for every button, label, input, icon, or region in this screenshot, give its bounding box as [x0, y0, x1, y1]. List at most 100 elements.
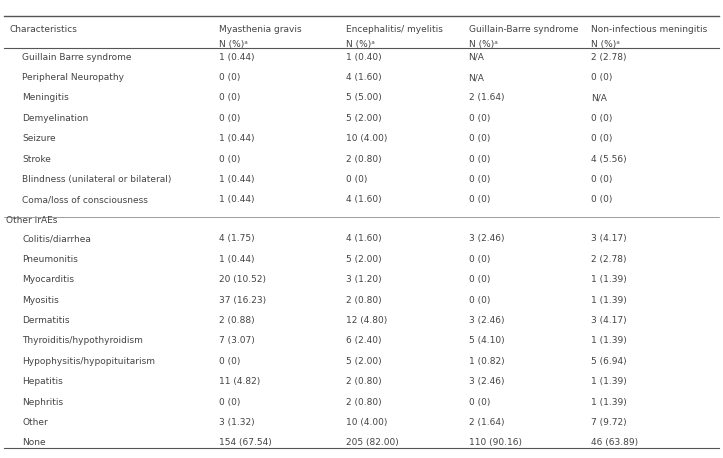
Text: 3 (2.46): 3 (2.46): [469, 316, 504, 325]
Text: N/A: N/A: [469, 53, 484, 62]
Text: 2 (0.88): 2 (0.88): [219, 316, 254, 325]
Text: 5 (5.00): 5 (5.00): [346, 93, 381, 103]
Text: 37 (16.23): 37 (16.23): [219, 295, 266, 305]
Text: Guillain Barre syndrome: Guillain Barre syndrome: [22, 53, 132, 62]
Text: N/A: N/A: [469, 73, 484, 82]
Text: Myasthenia gravis: Myasthenia gravis: [219, 25, 301, 34]
Text: 5 (2.00): 5 (2.00): [346, 114, 381, 123]
Text: 12 (4.80): 12 (4.80): [346, 316, 387, 325]
Text: Peripheral Neuropathy: Peripheral Neuropathy: [22, 73, 124, 82]
Text: 0 (0): 0 (0): [219, 93, 241, 103]
Text: 3 (2.46): 3 (2.46): [469, 234, 504, 244]
Text: 1 (0.40): 1 (0.40): [346, 53, 381, 62]
Text: 4 (5.56): 4 (5.56): [591, 154, 627, 164]
Text: 46 (63.89): 46 (63.89): [591, 438, 638, 447]
Text: 1 (0.44): 1 (0.44): [219, 134, 254, 143]
Text: Seizure: Seizure: [22, 134, 56, 143]
Text: 4 (1.60): 4 (1.60): [346, 234, 381, 244]
Text: 4 (1.60): 4 (1.60): [346, 195, 381, 204]
Text: 1 (1.39): 1 (1.39): [591, 295, 627, 305]
Text: Stroke: Stroke: [22, 154, 51, 164]
Text: Hypophysitis/hypopituitarism: Hypophysitis/hypopituitarism: [22, 357, 155, 366]
Text: Other: Other: [22, 418, 48, 427]
Text: Coma/loss of consciousness: Coma/loss of consciousness: [22, 195, 148, 204]
Text: Thyroiditis/hypothyroidism: Thyroiditis/hypothyroidism: [22, 336, 143, 345]
Text: Other irAEs: Other irAEs: [6, 216, 57, 225]
Text: N (%)ᵃ: N (%)ᵃ: [591, 40, 620, 49]
Text: 110 (90.16): 110 (90.16): [469, 438, 521, 447]
Text: 1 (1.39): 1 (1.39): [591, 336, 627, 345]
Text: 4 (1.75): 4 (1.75): [219, 234, 254, 244]
Text: 2 (0.80): 2 (0.80): [346, 295, 381, 305]
Text: Dermatitis: Dermatitis: [22, 316, 70, 325]
Text: 0 (0): 0 (0): [469, 255, 490, 264]
Text: 3 (2.46): 3 (2.46): [469, 377, 504, 386]
Text: 0 (0): 0 (0): [469, 134, 490, 143]
Text: 0 (0): 0 (0): [591, 114, 613, 123]
Text: 0 (0): 0 (0): [591, 73, 613, 82]
Text: 1 (0.44): 1 (0.44): [219, 175, 254, 184]
Text: 0 (0): 0 (0): [469, 195, 490, 204]
Text: 0 (0): 0 (0): [469, 398, 490, 407]
Text: None: None: [22, 438, 46, 447]
Text: N (%)ᵃ: N (%)ᵃ: [346, 40, 375, 49]
Text: Non-infectious meningitis: Non-infectious meningitis: [591, 25, 708, 34]
Text: Colitis/diarrhea: Colitis/diarrhea: [22, 234, 91, 244]
Text: 0 (0): 0 (0): [591, 175, 613, 184]
Text: 2 (0.80): 2 (0.80): [346, 154, 381, 164]
Text: 2 (0.80): 2 (0.80): [346, 377, 381, 386]
Text: Meningitis: Meningitis: [22, 93, 69, 103]
Text: 7 (3.07): 7 (3.07): [219, 336, 254, 345]
Text: N (%)ᵃ: N (%)ᵃ: [469, 40, 497, 49]
Text: 0 (0): 0 (0): [469, 175, 490, 184]
Text: 10 (4.00): 10 (4.00): [346, 134, 387, 143]
Text: Characteristics: Characteristics: [9, 25, 77, 34]
Text: 1 (0.44): 1 (0.44): [219, 195, 254, 204]
Text: 2 (2.78): 2 (2.78): [591, 53, 627, 62]
Text: 0 (0): 0 (0): [219, 73, 241, 82]
Text: 154 (67.54): 154 (67.54): [219, 438, 272, 447]
Text: 0 (0): 0 (0): [346, 175, 367, 184]
Text: 1 (0.82): 1 (0.82): [469, 357, 504, 366]
Text: Nephritis: Nephritis: [22, 398, 64, 407]
Text: 2 (1.64): 2 (1.64): [469, 418, 504, 427]
Text: 5 (2.00): 5 (2.00): [346, 255, 381, 264]
Text: 6 (2.40): 6 (2.40): [346, 336, 381, 345]
Text: 3 (4.17): 3 (4.17): [591, 316, 627, 325]
Text: 1 (1.39): 1 (1.39): [591, 275, 627, 284]
Text: Encephalitis/ myelitis: Encephalitis/ myelitis: [346, 25, 442, 34]
Text: 5 (6.94): 5 (6.94): [591, 357, 627, 366]
Text: 0 (0): 0 (0): [591, 195, 613, 204]
Text: 0 (0): 0 (0): [469, 295, 490, 305]
Text: 3 (4.17): 3 (4.17): [591, 234, 627, 244]
Text: 0 (0): 0 (0): [219, 398, 241, 407]
Text: Myocarditis: Myocarditis: [22, 275, 74, 284]
Text: 2 (2.78): 2 (2.78): [591, 255, 627, 264]
Text: 2 (0.80): 2 (0.80): [346, 398, 381, 407]
Text: 205 (82.00): 205 (82.00): [346, 438, 398, 447]
Text: 0 (0): 0 (0): [591, 134, 613, 143]
Text: 0 (0): 0 (0): [469, 275, 490, 284]
Text: Blindness (unilateral or bilateral): Blindness (unilateral or bilateral): [22, 175, 172, 184]
Text: Myositis: Myositis: [22, 295, 59, 305]
Text: 0 (0): 0 (0): [219, 154, 241, 164]
Text: 0 (0): 0 (0): [469, 114, 490, 123]
Text: 4 (1.60): 4 (1.60): [346, 73, 381, 82]
Text: 0 (0): 0 (0): [219, 357, 241, 366]
Text: 1 (1.39): 1 (1.39): [591, 377, 627, 386]
Text: 0 (0): 0 (0): [219, 114, 241, 123]
Text: 10 (4.00): 10 (4.00): [346, 418, 387, 427]
Text: 5 (2.00): 5 (2.00): [346, 357, 381, 366]
Text: 11 (4.82): 11 (4.82): [219, 377, 260, 386]
Text: N/A: N/A: [591, 93, 607, 103]
Text: 2 (1.64): 2 (1.64): [469, 93, 504, 103]
Text: 1 (1.39): 1 (1.39): [591, 398, 627, 407]
Text: 0 (0): 0 (0): [469, 154, 490, 164]
Text: Hepatitis: Hepatitis: [22, 377, 63, 386]
Text: 3 (1.20): 3 (1.20): [346, 275, 381, 284]
Text: 1 (0.44): 1 (0.44): [219, 255, 254, 264]
Text: Guillain-Barre syndrome: Guillain-Barre syndrome: [469, 25, 578, 34]
Text: 3 (1.32): 3 (1.32): [219, 418, 254, 427]
Text: Demyelination: Demyelination: [22, 114, 89, 123]
Text: N (%)ᵃ: N (%)ᵃ: [219, 40, 248, 49]
